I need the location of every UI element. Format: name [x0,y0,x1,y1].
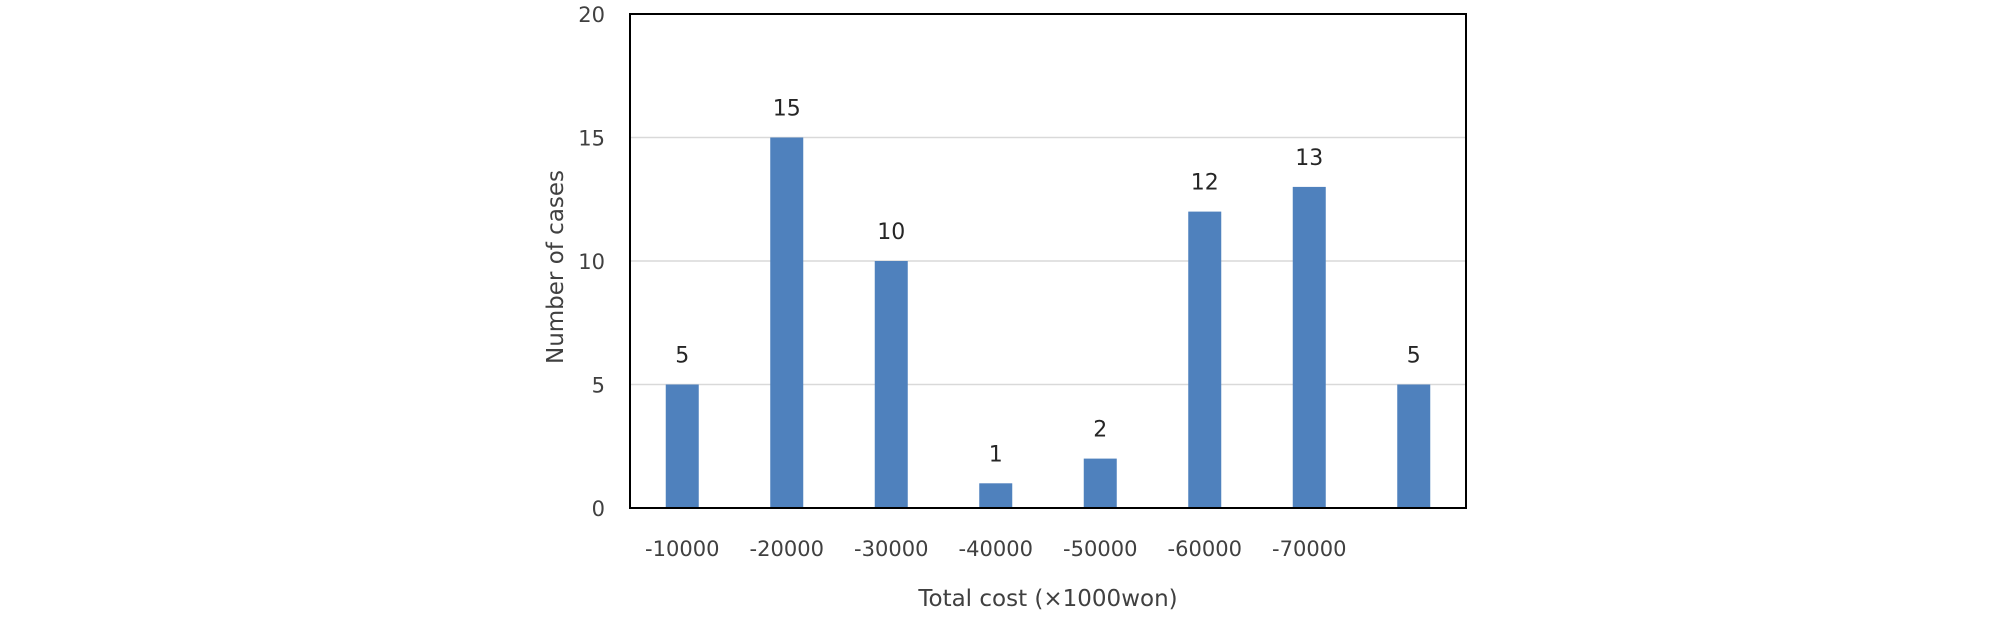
x-tick-label: -30000 [854,537,928,561]
x-tick-label: -20000 [750,537,824,561]
x-tick-label: -40000 [959,537,1033,561]
data-label: 10 [877,220,905,245]
data-label: 1 [989,442,1003,467]
data-label: 5 [675,344,689,369]
y-tick-label: 5 [592,374,605,398]
x-tick-label: -50000 [1063,537,1137,561]
x-tick-label: -10000 [645,537,719,561]
x-tick-label: -60000 [1168,537,1242,561]
y-tick-label: 10 [578,250,605,274]
x-tick-label: -70000 [1272,537,1346,561]
bar [770,137,804,508]
bars [665,137,1431,508]
y-tick-label: 20 [578,3,605,27]
bar [979,483,1013,508]
y-axis-ticks: 0 5 10 15 20 [578,3,605,521]
y-axis-title: Number of cases [543,170,569,364]
data-label: 15 [773,97,801,122]
y-tick-label: 15 [578,127,605,151]
bar [1083,458,1117,508]
bar [1397,384,1431,508]
data-label: 2 [1093,418,1107,443]
bar [1188,211,1222,508]
plot-frame [629,13,1467,509]
data-label: 12 [1191,171,1219,196]
bar [665,384,699,508]
bar [874,261,908,508]
gridlines [630,136,1466,386]
data-label: 13 [1295,146,1323,171]
x-axis-title: Total cost (×1000won) [917,586,1177,612]
data-label: 5 [1407,344,1421,369]
x-axis-ticks: -10000 -20000 -30000 -40000 -50000 -60000 -700… [645,537,1346,561]
bar [1292,186,1326,508]
y-tick-label: 0 [592,497,605,521]
